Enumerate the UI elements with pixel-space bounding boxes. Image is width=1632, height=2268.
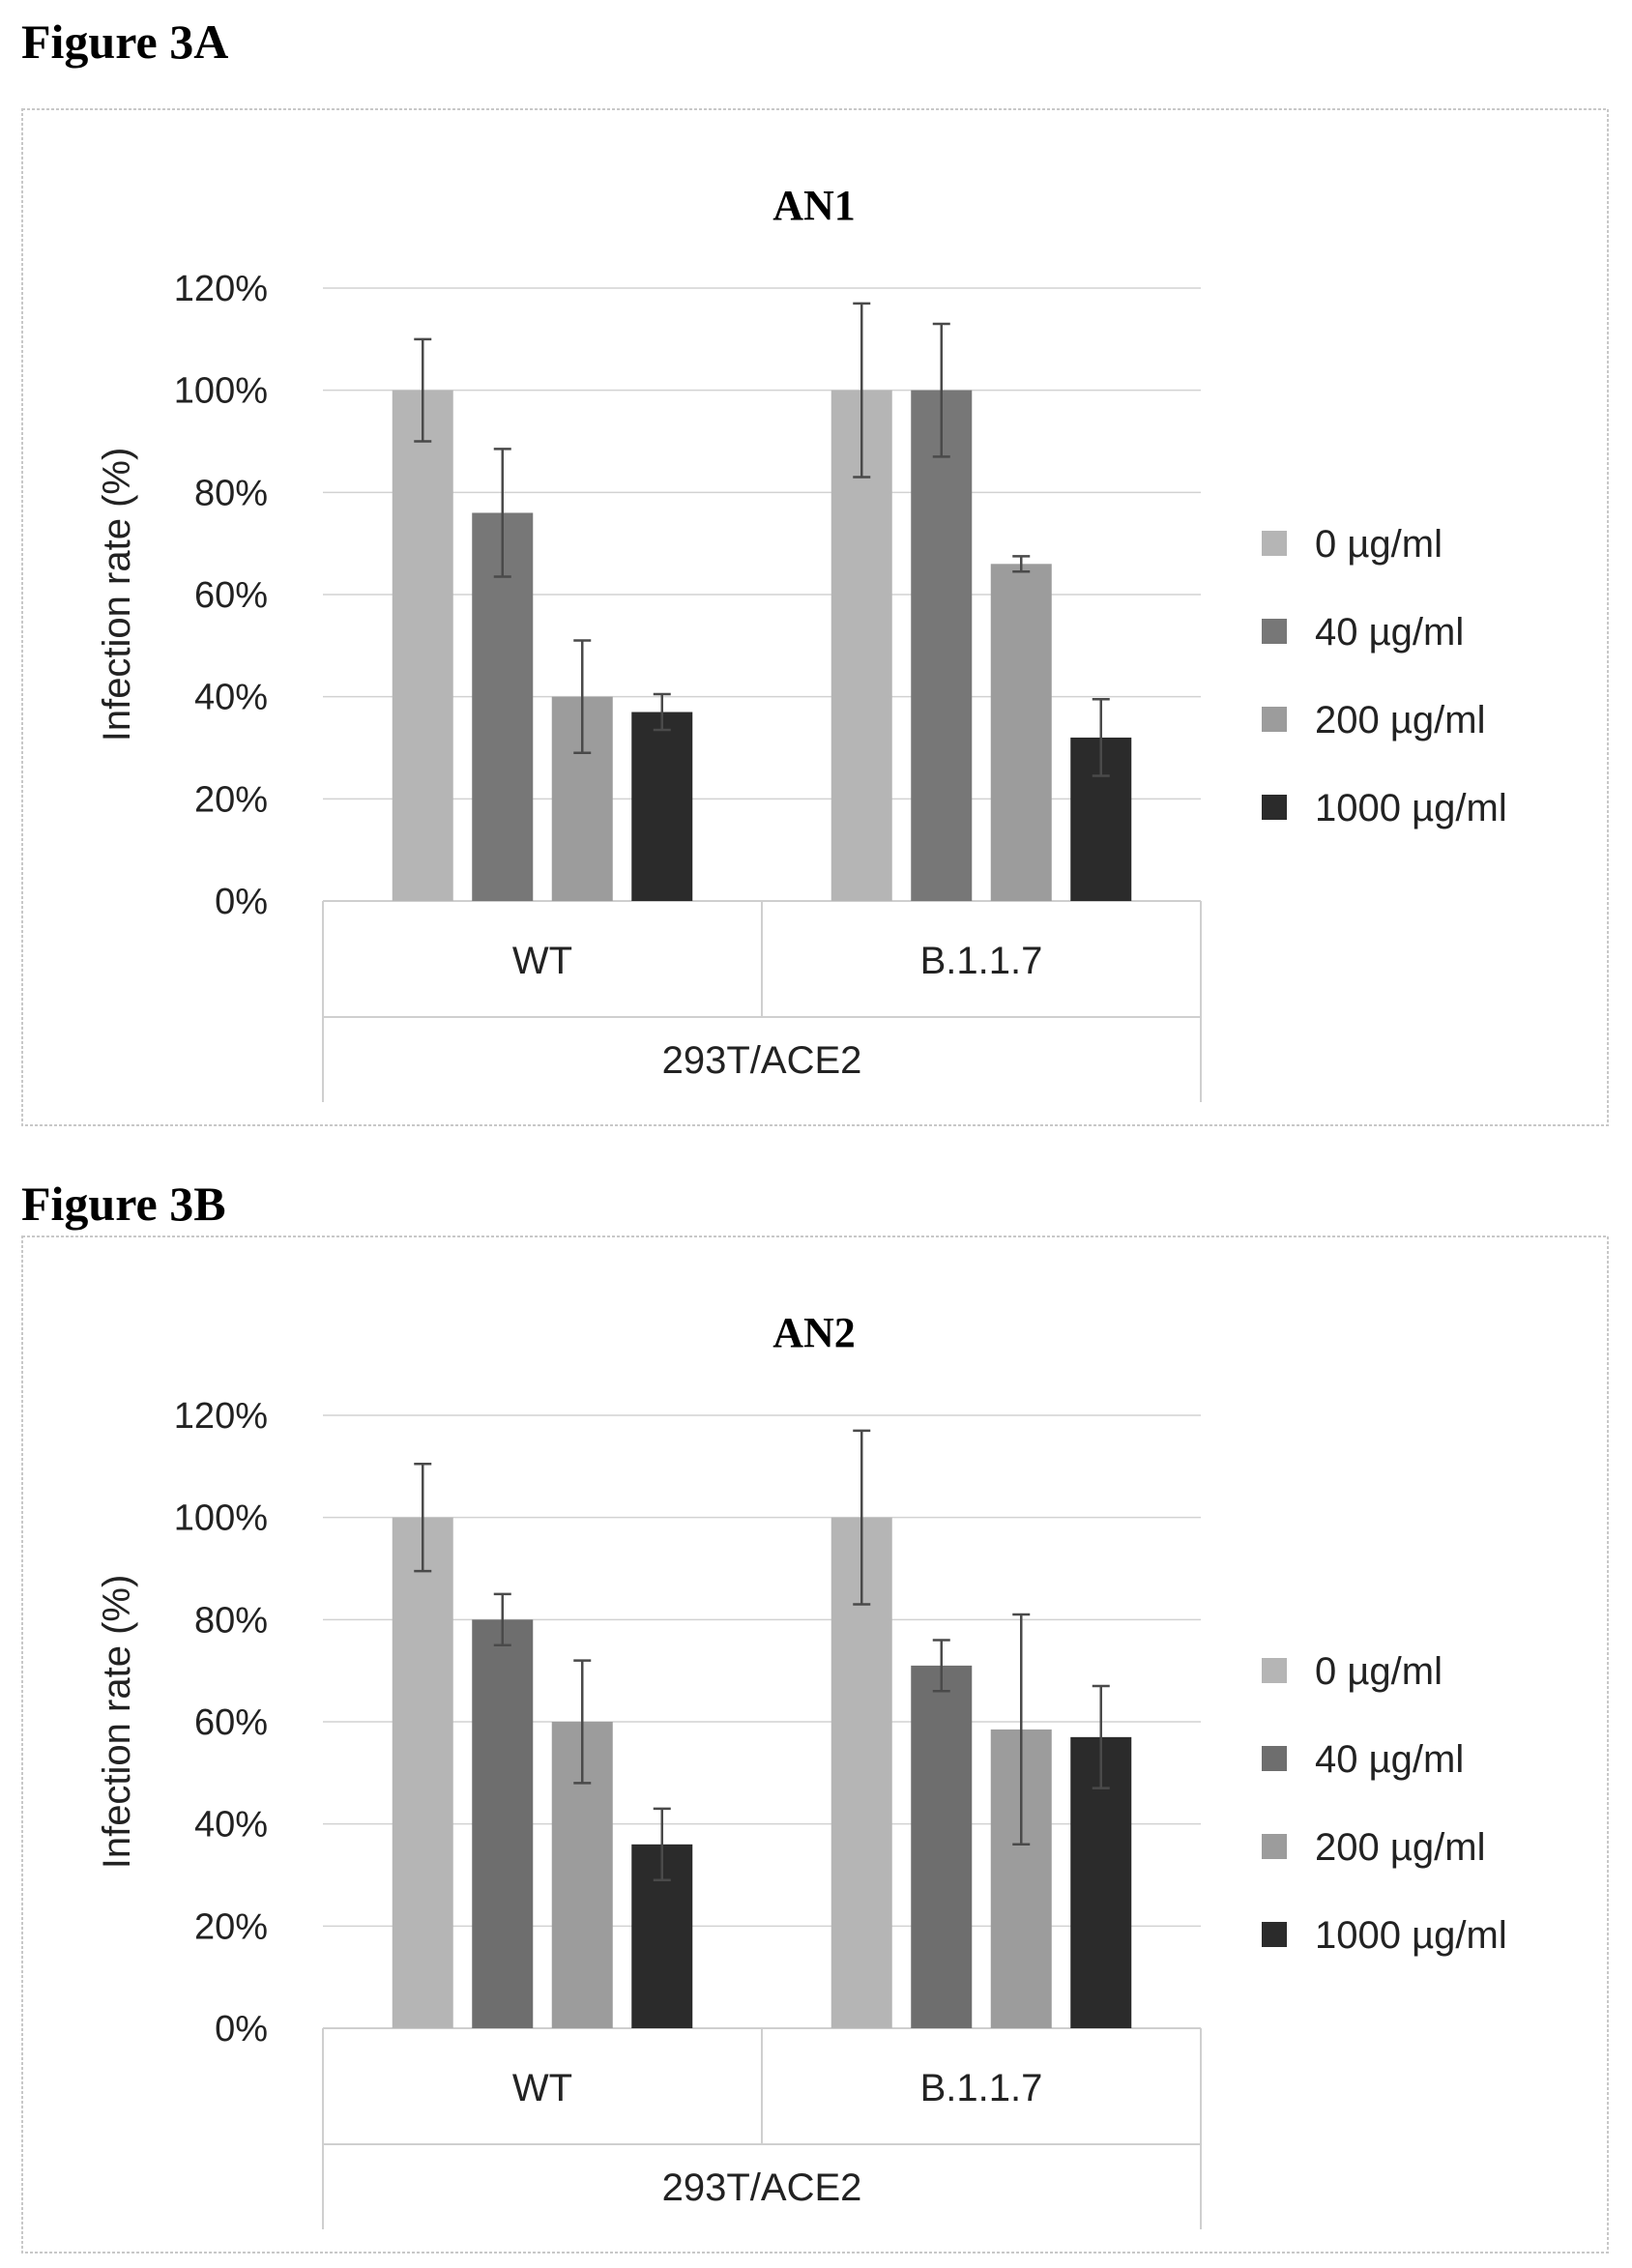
bar xyxy=(990,564,1052,901)
bar xyxy=(392,390,453,902)
chart-title: AN2 xyxy=(772,1309,856,1356)
legend-swatch xyxy=(1262,795,1287,820)
legend-label: 0 µg/ml xyxy=(1315,1650,1443,1693)
legend-swatch xyxy=(1262,619,1287,644)
y-tick-label: 80% xyxy=(194,1600,268,1641)
legend-swatch xyxy=(1262,531,1287,556)
y-tick-label: 100% xyxy=(174,371,268,412)
chart-title: AN1 xyxy=(772,182,856,229)
y-tick-label: 60% xyxy=(194,1702,268,1743)
legend-label: 1000 µg/ml xyxy=(1315,1914,1507,1957)
y-tick-label: 40% xyxy=(194,678,268,718)
x-axis-label: 293T/ACE2 xyxy=(662,2166,862,2209)
legend-swatch xyxy=(1262,707,1287,732)
y-tick-label: 0% xyxy=(215,2009,268,2050)
y-tick-label: 120% xyxy=(174,1396,268,1437)
legend-label: 200 µg/ml xyxy=(1315,1826,1485,1869)
legend-label: 200 µg/ml xyxy=(1315,699,1485,741)
bar xyxy=(911,390,973,902)
bar xyxy=(911,1665,973,2028)
y-tick-label: 40% xyxy=(194,1805,268,1846)
y-axis-label: Infection rate (%) xyxy=(96,448,138,742)
x-category-label: B.1.1.7 xyxy=(920,940,1043,982)
legend-swatch xyxy=(1262,1658,1287,1683)
bar xyxy=(392,1517,453,2028)
x-category-label: WT xyxy=(512,940,572,982)
bar xyxy=(472,1619,534,2028)
figure-3a-label: Figure 3A xyxy=(21,15,229,69)
bar xyxy=(631,712,693,901)
x-category-label: WT xyxy=(512,2067,572,2109)
y-tick-label: 0% xyxy=(215,882,268,922)
legend-label: 1000 µg/ml xyxy=(1315,787,1507,829)
chart-an2: AN2 0% 20% 40% 60% 80% 100% 120% WT B.1.1.7 293T/A… xyxy=(21,1236,1609,2253)
chart-frame xyxy=(21,108,1609,1126)
x-axis-label: 293T/ACE2 xyxy=(662,1039,862,1082)
chart-an1: AN1 0% 20% 40% 60% 80% 100% 120% WT B.1.1.7 293T/A… xyxy=(21,108,1609,1126)
y-tick-label: 20% xyxy=(194,1906,268,1947)
legend-label: 0 µg/ml xyxy=(1315,523,1443,566)
figure-3b-label: Figure 3B xyxy=(21,1177,226,1231)
y-tick-label: 120% xyxy=(174,269,268,309)
y-axis-label: Infection rate (%) xyxy=(96,1575,138,1870)
legend-label: 40 µg/ml xyxy=(1315,611,1464,654)
y-tick-label: 20% xyxy=(194,779,268,820)
y-tick-label: 80% xyxy=(194,473,268,513)
legend-swatch xyxy=(1262,1922,1287,1947)
x-category-label: B.1.1.7 xyxy=(920,2067,1043,2109)
legend-label: 40 µg/ml xyxy=(1315,1738,1464,1781)
y-tick-label: 60% xyxy=(194,575,268,616)
chart-frame xyxy=(21,1236,1609,2253)
legend-swatch xyxy=(1262,1834,1287,1859)
y-tick-label: 100% xyxy=(174,1498,268,1539)
legend-swatch xyxy=(1262,1746,1287,1771)
